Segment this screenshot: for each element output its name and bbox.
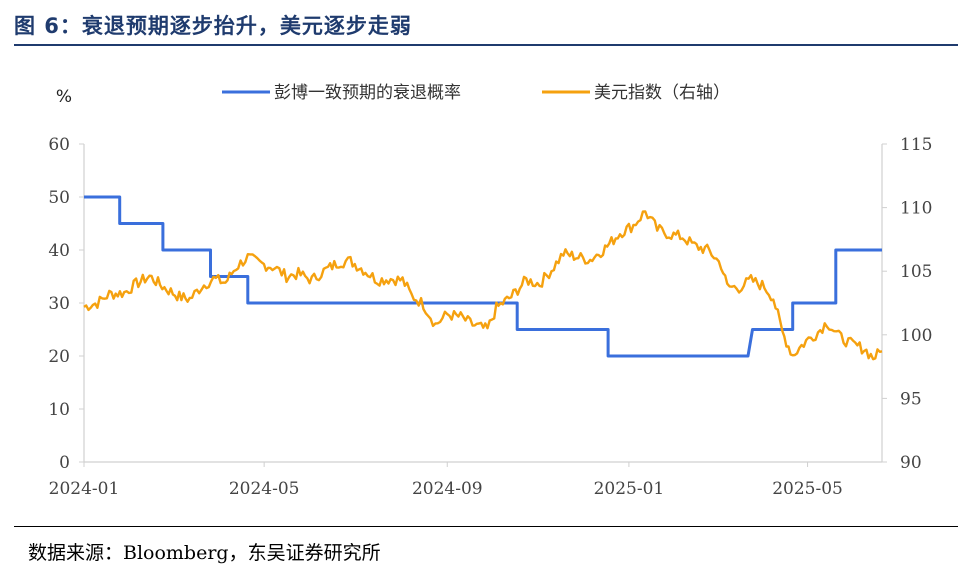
legend-label: 彭博一致预期的衰退概率: [274, 83, 461, 103]
right-tick-label: 95: [900, 389, 922, 409]
x-tick-label: 2025-05: [772, 479, 843, 499]
right-tick-label: 115: [900, 135, 932, 155]
line-chart: 0 10 20 30 40 50 60 90 95 100 105 110 115 2024-01 2024…: [48, 83, 932, 499]
left-tick-label: 0: [59, 453, 70, 473]
source-note: 数据来源：Bloomberg，东吴证券研究所: [28, 542, 381, 564]
left-tick-label: 50: [48, 188, 70, 208]
left-tick-label: 60: [48, 135, 70, 155]
left-tick-label: 20: [48, 347, 70, 367]
x-tick-label: 2024-05: [229, 479, 300, 499]
left-unit-label: %: [56, 87, 72, 107]
recession-probability-line: [84, 195, 882, 358]
x-tick-label: 2024-09: [412, 479, 483, 499]
left-tick-label: 40: [48, 241, 70, 261]
source-divider: [14, 526, 958, 527]
right-tick-label: 90: [900, 453, 922, 473]
x-tick-label: 2024-01: [49, 479, 120, 499]
right-tick-label: 105: [900, 262, 932, 282]
title-divider: [14, 44, 958, 46]
x-tick-label: 2025-01: [594, 479, 665, 499]
right-tick-label: 100: [900, 326, 932, 346]
dollar-index-line: [83, 210, 883, 361]
left-tick-label: 30: [48, 294, 70, 314]
figure-title: 图 6：衰退预期逐步抬升，美元逐步走弱: [14, 14, 412, 38]
right-tick-label: 110: [900, 199, 932, 219]
legend-label: 美元指数（右轴）: [594, 83, 730, 103]
left-tick-label: 10: [48, 400, 70, 420]
